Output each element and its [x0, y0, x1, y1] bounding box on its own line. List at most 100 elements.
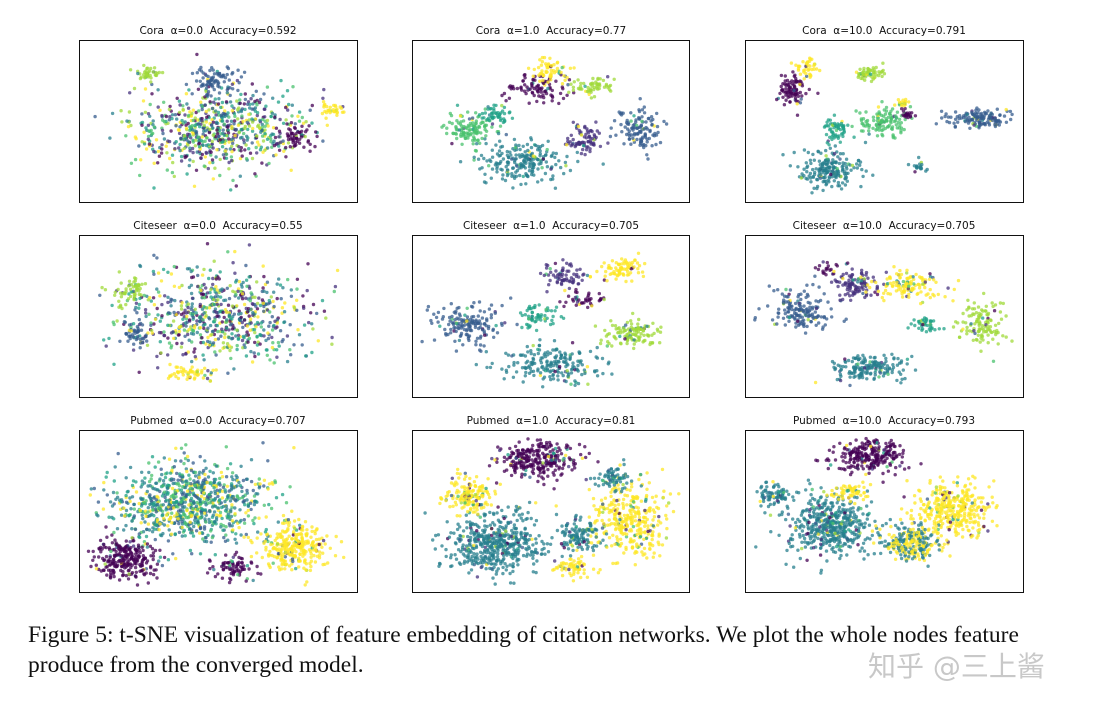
scatter-point	[558, 300, 562, 304]
scatter-point	[138, 263, 142, 268]
scatter-point	[457, 317, 461, 321]
scatter-point	[315, 311, 319, 316]
scatter-point	[460, 320, 464, 324]
scatter-point	[137, 144, 141, 148]
scatter-point	[500, 303, 504, 308]
scatter-point	[538, 338, 542, 342]
scatter-point	[529, 145, 534, 150]
scatter-point	[156, 313, 160, 317]
scatter-point	[490, 111, 494, 115]
scatter-point	[280, 306, 285, 310]
scatter-point	[98, 293, 102, 297]
scatter-point	[249, 307, 253, 311]
scatter-point	[484, 350, 488, 354]
scatter-point	[233, 133, 237, 138]
scatter-point	[272, 304, 276, 309]
scatter-point	[563, 288, 567, 293]
scatter-point	[211, 282, 215, 287]
scatter-point	[149, 128, 153, 133]
scatter-point	[538, 79, 542, 83]
scatter-point	[860, 368, 864, 373]
scatter-point	[188, 146, 192, 150]
scatter-point	[1008, 109, 1013, 114]
scatter-point	[643, 133, 647, 137]
scatter-point	[564, 357, 568, 361]
scatter-point	[870, 279, 874, 284]
scatter-point	[308, 142, 312, 146]
scatter-point	[856, 365, 860, 369]
scatter-point	[335, 268, 340, 273]
scatter-point	[995, 107, 999, 111]
scatter-point	[551, 174, 555, 178]
scatter-point	[194, 138, 198, 142]
scatter-point	[184, 352, 188, 356]
scatter-point	[185, 377, 189, 381]
scatter-point	[212, 297, 216, 302]
scatter-point	[536, 367, 540, 371]
scatter-point	[200, 135, 204, 139]
scatter-point	[215, 148, 219, 152]
scatter-point	[473, 128, 477, 132]
scatter-point	[460, 323, 464, 327]
scatter-point	[578, 351, 582, 355]
scatter-point	[534, 319, 538, 323]
scatter-point	[821, 260, 825, 264]
scatter-point	[328, 105, 332, 110]
scatter-point	[140, 123, 144, 127]
scatter-point	[186, 375, 190, 379]
scatter-point	[202, 305, 206, 309]
scatter-point	[557, 277, 561, 281]
scatter-point	[831, 164, 836, 169]
scatter-point	[250, 117, 254, 121]
scatter-point	[543, 313, 547, 318]
scatter-point	[632, 338, 636, 342]
tsne-scatter-citeseer-alpha-0	[98, 242, 340, 383]
scatter-point	[311, 302, 316, 307]
scatter-point	[168, 104, 172, 109]
scatter-point	[573, 295, 578, 300]
scatter-point	[569, 133, 573, 137]
scatter-point	[564, 300, 568, 304]
scatter-point	[827, 180, 831, 184]
scatter-point	[147, 312, 151, 316]
scatter-point	[170, 373, 174, 377]
scatter-point	[885, 277, 889, 281]
scatter-point	[240, 154, 244, 158]
scatter-point	[641, 328, 645, 333]
scatter-point	[241, 334, 246, 339]
scatter-point	[238, 174, 242, 178]
scatter-point	[645, 153, 649, 157]
scatter-point	[292, 343, 296, 347]
scatter-point	[271, 482, 275, 486]
scatter-point	[833, 160, 837, 164]
scatter-point	[549, 364, 553, 369]
scatter-point	[539, 315, 543, 319]
scatter-point	[143, 110, 148, 115]
scatter-point	[594, 120, 598, 124]
scatter-point	[273, 319, 277, 323]
scatter-point	[250, 141, 254, 145]
scatter-point	[862, 356, 866, 360]
scatter-point	[799, 176, 804, 180]
scatter-point	[843, 176, 848, 181]
scatter-point	[222, 133, 226, 138]
scatter-point	[242, 302, 247, 307]
scatter-point	[186, 121, 190, 126]
scatter-point	[838, 298, 842, 302]
scatter-point	[540, 365, 544, 370]
scatter-point	[289, 294, 294, 298]
scatter-point	[303, 130, 308, 134]
scatter-point	[986, 341, 990, 345]
scatter-point	[830, 359, 835, 364]
scatter-point	[625, 132, 629, 137]
scatter-point	[204, 120, 208, 124]
scatter-point	[255, 307, 260, 311]
scatter-point	[495, 165, 499, 169]
scatter-point	[554, 151, 558, 156]
scatter-point	[531, 77, 535, 82]
scatter-point	[203, 155, 207, 159]
scatter-point	[243, 107, 247, 112]
scatter-point	[222, 345, 227, 349]
scatter-point	[143, 76, 147, 80]
scatter-point	[212, 332, 216, 337]
